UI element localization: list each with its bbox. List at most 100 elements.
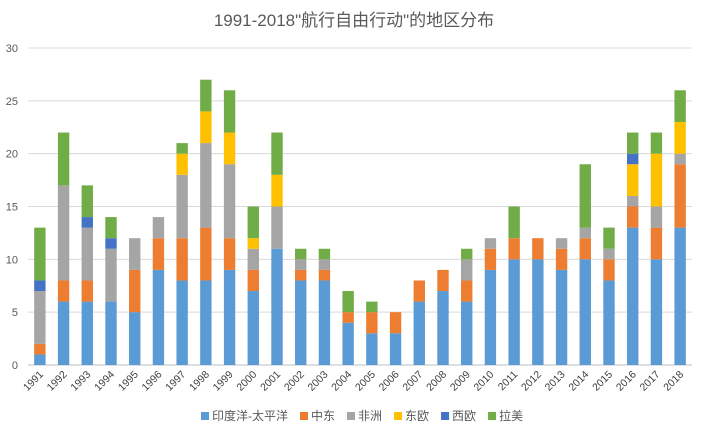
bar-segment [200,280,212,365]
bar-segment [461,301,473,365]
bar-segment [579,227,591,239]
bar-segment [579,238,591,260]
bar-segment [674,227,686,365]
x-axis-ticks: 1991199219931994199519961997199819992000… [21,369,686,394]
x-tick-label: 2017 [638,369,663,394]
x-tick-label: 2015 [590,369,615,394]
bar-segment [81,280,93,302]
x-tick-label: 2000 [234,369,259,394]
x-tick-label: 2006 [377,369,402,394]
bar-segment [674,121,686,154]
y-tick-label: 15 [6,202,18,214]
bar-segment [366,333,378,365]
bar-segment [81,227,93,281]
x-tick-label: 2004 [329,369,354,394]
legend-swatch [201,412,209,420]
bar-segment [603,280,615,365]
bar-segment [484,269,497,365]
legend-swatch [347,412,356,420]
x-tick-label: 1993 [68,369,93,394]
bar-segment [200,227,212,281]
bar-segment [484,238,497,249]
y-tick-label: 0 [12,360,18,372]
bar-segment [318,248,331,260]
bar-segment [200,111,212,144]
bar-segment [223,269,236,365]
bar-segment [176,143,188,154]
bar-segment [295,259,307,270]
legend-label: 印度洋-太平洋 [212,408,288,423]
legend: 印度洋-太平洋 中东 非洲 东欧 西欧 拉美 [201,408,523,423]
bar-segment [318,259,331,270]
y-tick-label: 5 [12,307,18,319]
bar-segment [129,238,141,270]
legend-label: 西欧 [452,409,476,423]
bar-segment [650,206,663,228]
bar-segment [437,269,449,292]
bar-segment [271,248,283,365]
bar-segment [34,280,46,292]
legend-swatch [394,412,403,420]
legend-label: 东欧 [405,409,429,423]
bar-segment [389,312,402,334]
bar-segment [247,206,259,239]
x-tick-label: 1994 [92,369,117,394]
bar-segment [105,217,117,239]
bar-segment [81,301,93,365]
x-tick-label: 1995 [116,369,141,394]
bar-segment [461,280,473,302]
bar-segment [247,248,259,270]
bar-segment [342,291,354,313]
bar-segment [152,269,165,365]
legend-swatch [488,412,497,420]
bar-segment [650,153,663,207]
legend-label: 拉美 [499,408,523,423]
bar-segment [247,291,259,365]
x-tick-label: 2011 [496,369,521,394]
x-tick-label: 2016 [614,369,639,394]
bar-segment [508,206,520,239]
bar-segment [200,143,212,228]
bar-segment [271,174,283,207]
bar-segment [342,312,354,323]
bar-segment [247,238,259,249]
bar-segment [34,227,46,281]
bar-segment [318,269,331,281]
bar-segment [34,343,46,355]
bar-segment [81,185,93,218]
bar-segment [508,259,520,365]
bar-segment [603,259,615,281]
bar-segment [627,206,639,228]
bar-segment [508,238,520,260]
x-tick-label: 2003 [306,369,331,394]
bar-segment [627,195,639,207]
y-tick-label: 30 [6,43,18,55]
bar-segment [650,132,663,154]
bar-segment [674,153,686,165]
bar-segment [271,132,283,175]
bar-segment [366,312,378,334]
bar-segment [318,280,331,365]
bar-segment [532,259,544,365]
bar-segment [57,280,70,302]
bar-segment [627,227,639,365]
bar-segment [650,227,663,260]
bar-segment [579,259,591,365]
y-tick-label: 20 [6,149,18,161]
bars [34,79,686,365]
x-tick-label: 2014 [566,369,591,394]
bar-segment [461,259,473,281]
bar-segment [247,269,259,292]
bar-segment [176,174,188,239]
chart-title: 1991-2018"航行自由行动"的地区分布 [214,11,494,30]
bar-segment [603,248,615,260]
y-axis-ticks: 0 5 10 15 20 25 30 [6,43,18,372]
x-tick-label: 1997 [163,369,188,394]
x-tick-label: 2013 [543,369,568,394]
bar-segment [555,269,568,365]
bar-segment [484,248,497,270]
bar-segment [223,164,236,239]
bar-segment [176,153,188,175]
x-tick-label: 2002 [282,369,307,394]
